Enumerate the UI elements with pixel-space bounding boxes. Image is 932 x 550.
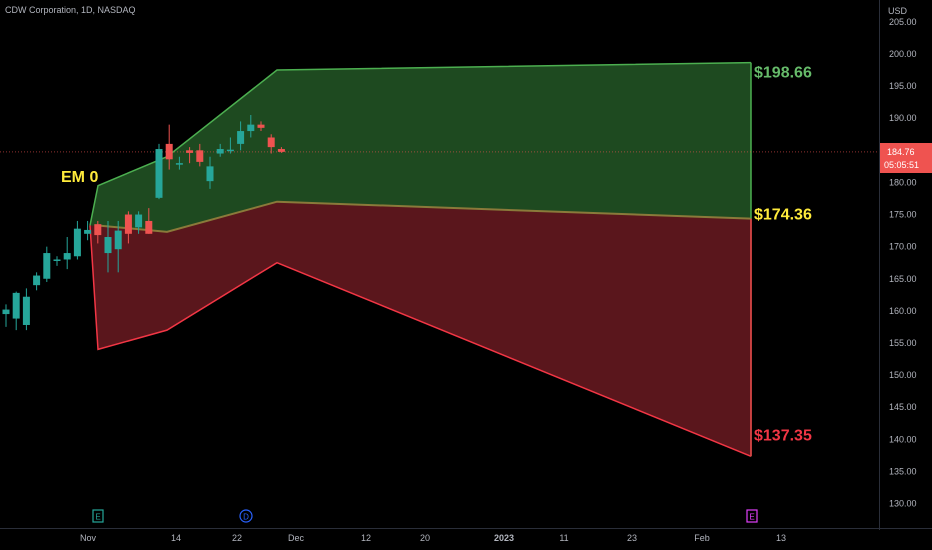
candle-body — [104, 237, 112, 254]
band-labels: EM 0 $198.66 $174.36 $137.35 — [61, 65, 812, 445]
y-tick-label: 150.00 — [889, 370, 917, 380]
y-tick-label: 200.00 — [889, 49, 917, 59]
chart-title: CDW Corporation, 1D, NASDAQ — [5, 5, 136, 15]
candles — [2, 115, 285, 331]
y-tick-label: 135.00 — [889, 466, 917, 476]
candle-body — [155, 149, 163, 198]
candle-body — [267, 137, 275, 148]
y-tick-label: 175.00 — [889, 210, 917, 220]
last-price-tag: 184.76 05:05:51 — [880, 143, 932, 173]
candle-body — [84, 229, 92, 234]
x-tick-label: 2023 — [494, 533, 514, 543]
currency-label: USD — [888, 6, 908, 16]
candle-body — [53, 259, 61, 261]
x-tick-label: 23 — [627, 533, 637, 543]
candle-body — [73, 228, 81, 257]
candle-body — [186, 150, 194, 153]
candle-body — [114, 230, 122, 250]
price-tag-countdown: 05:05:51 — [884, 160, 919, 170]
candle-body — [63, 253, 71, 260]
candle-body — [257, 124, 265, 128]
y-tick-label: 160.00 — [889, 306, 917, 316]
candle-body — [33, 275, 41, 286]
earnings-marker-shape — [92, 509, 104, 523]
y-tick-label: 140.00 — [889, 434, 917, 444]
candle-body — [43, 253, 51, 279]
x-tick-label: 13 — [776, 533, 786, 543]
dividend-marker-label: D — [243, 513, 249, 522]
candle-body — [165, 143, 173, 160]
candle-body — [226, 149, 234, 152]
price-tag-value: 184.76 — [887, 147, 915, 157]
x-tick-label: Feb — [694, 533, 710, 543]
candle-body — [277, 149, 285, 152]
candle-body — [12, 292, 20, 319]
x-tick-label: Nov — [80, 533, 97, 543]
candle-body — [237, 131, 245, 144]
x-tick-label: 11 — [559, 533, 568, 543]
x-tick-label: 12 — [361, 533, 371, 543]
y-tick-label: 190.00 — [889, 113, 917, 123]
candle-body — [206, 166, 214, 182]
candle-body — [175, 163, 183, 165]
y-tick-label: 155.00 — [889, 338, 917, 348]
candle-body — [145, 220, 153, 234]
lower-value-label: $137.35 — [754, 427, 812, 444]
em-label: EM 0 — [61, 169, 98, 186]
y-tick-label: 180.00 — [889, 177, 917, 187]
lower-band-area — [90, 201, 751, 457]
candle-body — [2, 309, 10, 315]
candle-body — [94, 224, 102, 236]
x-tick-label: Dec — [288, 533, 305, 543]
y-tick-label: 205.00 — [889, 17, 917, 27]
candle-body — [124, 214, 132, 234]
expected-move-bands — [89, 61, 752, 457]
candle-body — [196, 150, 204, 162]
upper-value-label: $198.66 — [754, 65, 812, 82]
x-tick-label: 22 — [232, 533, 242, 543]
candle-body — [216, 149, 224, 154]
earnings-marker-label: E — [749, 513, 754, 522]
middle-value-label: $174.36 — [754, 207, 812, 224]
x-tick-label: 20 — [420, 533, 430, 543]
y-tick-label: 130.00 — [889, 499, 917, 509]
middle-band-line — [97, 200, 752, 233]
price-tag-box — [880, 143, 932, 173]
y-tick-label: 170.00 — [889, 242, 917, 252]
candle-body — [22, 296, 30, 325]
y-tick-label: 145.00 — [889, 402, 917, 412]
y-tick-label: 165.00 — [889, 274, 917, 284]
dividend-marker-shape — [239, 509, 253, 523]
y-tick-label: 195.00 — [889, 81, 917, 91]
candle-body — [247, 124, 255, 132]
upper-band-area — [90, 62, 751, 232]
x-tick-label: 14 — [171, 533, 181, 543]
candle-body — [135, 214, 143, 228]
earnings-marker-shape — [746, 509, 758, 523]
lower-band-line — [89, 225, 752, 457]
earnings-marker-label: E — [95, 513, 100, 522]
